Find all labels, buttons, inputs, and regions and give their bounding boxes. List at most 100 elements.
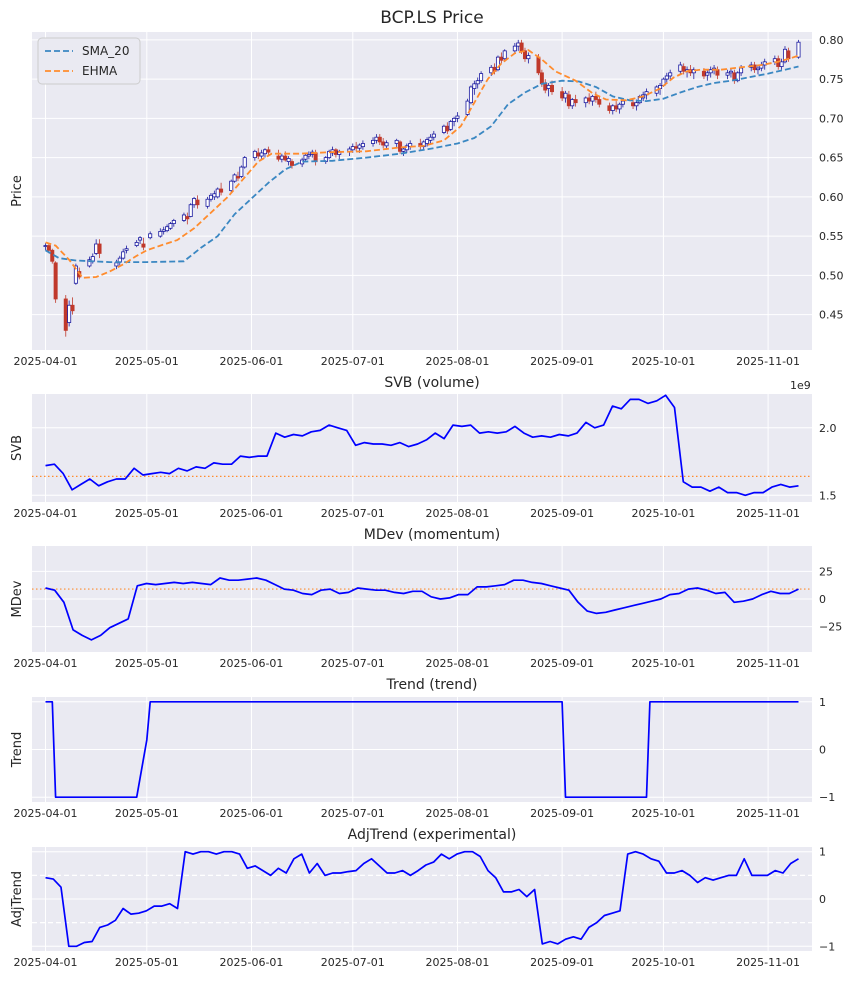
series-line-sma-20 xyxy=(45,65,799,264)
x-tick-label: 2025-10-01 xyxy=(631,956,695,969)
candle-body xyxy=(192,198,197,206)
x-tick-label: 2025-07-01 xyxy=(321,507,385,520)
candle-body xyxy=(472,83,477,89)
panel-4: −1 0 1 2025-04-01 2025-05-01 2025-06-01 2025-0… xyxy=(10,677,835,820)
y-tick-label: 1.5 xyxy=(819,489,837,502)
candle-body xyxy=(289,161,294,166)
y-axis-label: MDev xyxy=(10,580,25,617)
plot-content xyxy=(45,850,799,948)
candle xyxy=(188,203,193,218)
candle-body xyxy=(681,66,686,72)
candle-body xyxy=(94,243,99,254)
x-tick-label: 2025-08-01 xyxy=(425,807,489,820)
candle xyxy=(452,116,457,127)
x-tick-label: 2025-10-01 xyxy=(631,355,695,368)
x-tick-label: 2025-05-01 xyxy=(115,807,179,820)
candle-body xyxy=(546,84,551,89)
candle-body xyxy=(614,105,619,110)
candle xyxy=(502,49,507,62)
candle-body xyxy=(303,154,308,160)
candle-body xyxy=(620,100,625,105)
candle-body xyxy=(235,176,240,179)
candle-body xyxy=(536,56,541,74)
candle-body xyxy=(381,141,386,146)
y-tick-label: 0.50 xyxy=(819,269,844,282)
candle-body xyxy=(425,139,430,144)
candle xyxy=(691,67,696,80)
candle-body xyxy=(668,72,673,77)
candle-body xyxy=(428,136,433,141)
candle-body xyxy=(279,155,284,160)
y-tick-label: 0 xyxy=(819,744,826,757)
plot-content xyxy=(45,394,799,497)
candle-body xyxy=(725,72,730,76)
x-tick-label: 2025-06-01 xyxy=(220,807,284,820)
candle-body xyxy=(455,115,460,119)
y-tick-label: 1 xyxy=(819,696,826,709)
candle xyxy=(593,91,598,103)
candle-body xyxy=(208,194,213,200)
y-tick-label: −1 xyxy=(819,940,835,953)
candle-body xyxy=(678,64,683,72)
candle xyxy=(428,134,433,144)
candle-body xyxy=(357,144,362,149)
candle-body xyxy=(495,56,500,71)
x-tick-label: 2025-08-01 xyxy=(425,507,489,520)
candle-body xyxy=(705,72,710,76)
candle-body xyxy=(394,139,399,144)
candle xyxy=(158,228,163,238)
series-line xyxy=(45,577,799,641)
candle xyxy=(371,137,376,147)
candle-body xyxy=(165,226,170,232)
candle-body xyxy=(607,105,612,111)
candle-body xyxy=(46,245,51,251)
candle xyxy=(141,237,146,251)
candle-body xyxy=(560,91,565,99)
x-tick-label: 2025-07-01 xyxy=(321,657,385,670)
x-tick-label: 2025-09-01 xyxy=(530,507,594,520)
panel-3: −25 0 25 2025-04-01 2025-05-01 2025-06-01 2025… xyxy=(10,527,842,670)
candle-body xyxy=(610,105,615,111)
candle xyxy=(121,248,126,260)
x-tick-label: 2025-11-01 xyxy=(736,807,800,820)
candle-body xyxy=(468,86,473,104)
x-tick-label: 2025-11-01 xyxy=(736,657,800,670)
candle-body xyxy=(53,262,58,300)
candle xyxy=(475,77,480,89)
candle-body xyxy=(377,136,382,143)
candle xyxy=(63,295,68,337)
panel-title: Trend (trend) xyxy=(386,677,478,693)
candle xyxy=(242,156,247,169)
y-tick-label: 0.45 xyxy=(819,309,844,322)
candle-body xyxy=(479,73,484,82)
candle xyxy=(479,71,484,84)
x-tick-label: 2025-05-01 xyxy=(115,507,179,520)
x-tick-label: 2025-09-01 xyxy=(530,956,594,969)
candle-body xyxy=(475,80,480,85)
plot-content xyxy=(45,577,799,641)
candle-body xyxy=(350,146,355,151)
x-tick-label: 2025-04-01 xyxy=(14,355,78,368)
candle-body xyxy=(239,166,244,177)
candle-body xyxy=(313,152,318,162)
candle-body xyxy=(195,199,200,206)
candle xyxy=(597,96,602,108)
candle xyxy=(779,58,784,70)
candle xyxy=(573,94,578,107)
candle-body xyxy=(550,84,555,93)
candle-body xyxy=(327,150,332,159)
candle xyxy=(97,239,102,259)
panel-5: −1 0 1 2025-04-01 2025-05-01 2025-06-01 2025-0… xyxy=(10,827,835,969)
candle-body xyxy=(171,220,176,224)
candle-body xyxy=(286,158,291,162)
candle-body xyxy=(283,155,288,161)
x-tick-label: 2025-07-01 xyxy=(321,807,385,820)
candle-body xyxy=(138,237,143,241)
x-tick-label: 2025-08-01 xyxy=(425,355,489,368)
candle-body xyxy=(583,97,588,104)
x-tick-label: 2025-04-01 xyxy=(14,657,78,670)
candle-body xyxy=(306,154,311,157)
candle xyxy=(168,222,173,230)
candle-body xyxy=(229,180,234,192)
